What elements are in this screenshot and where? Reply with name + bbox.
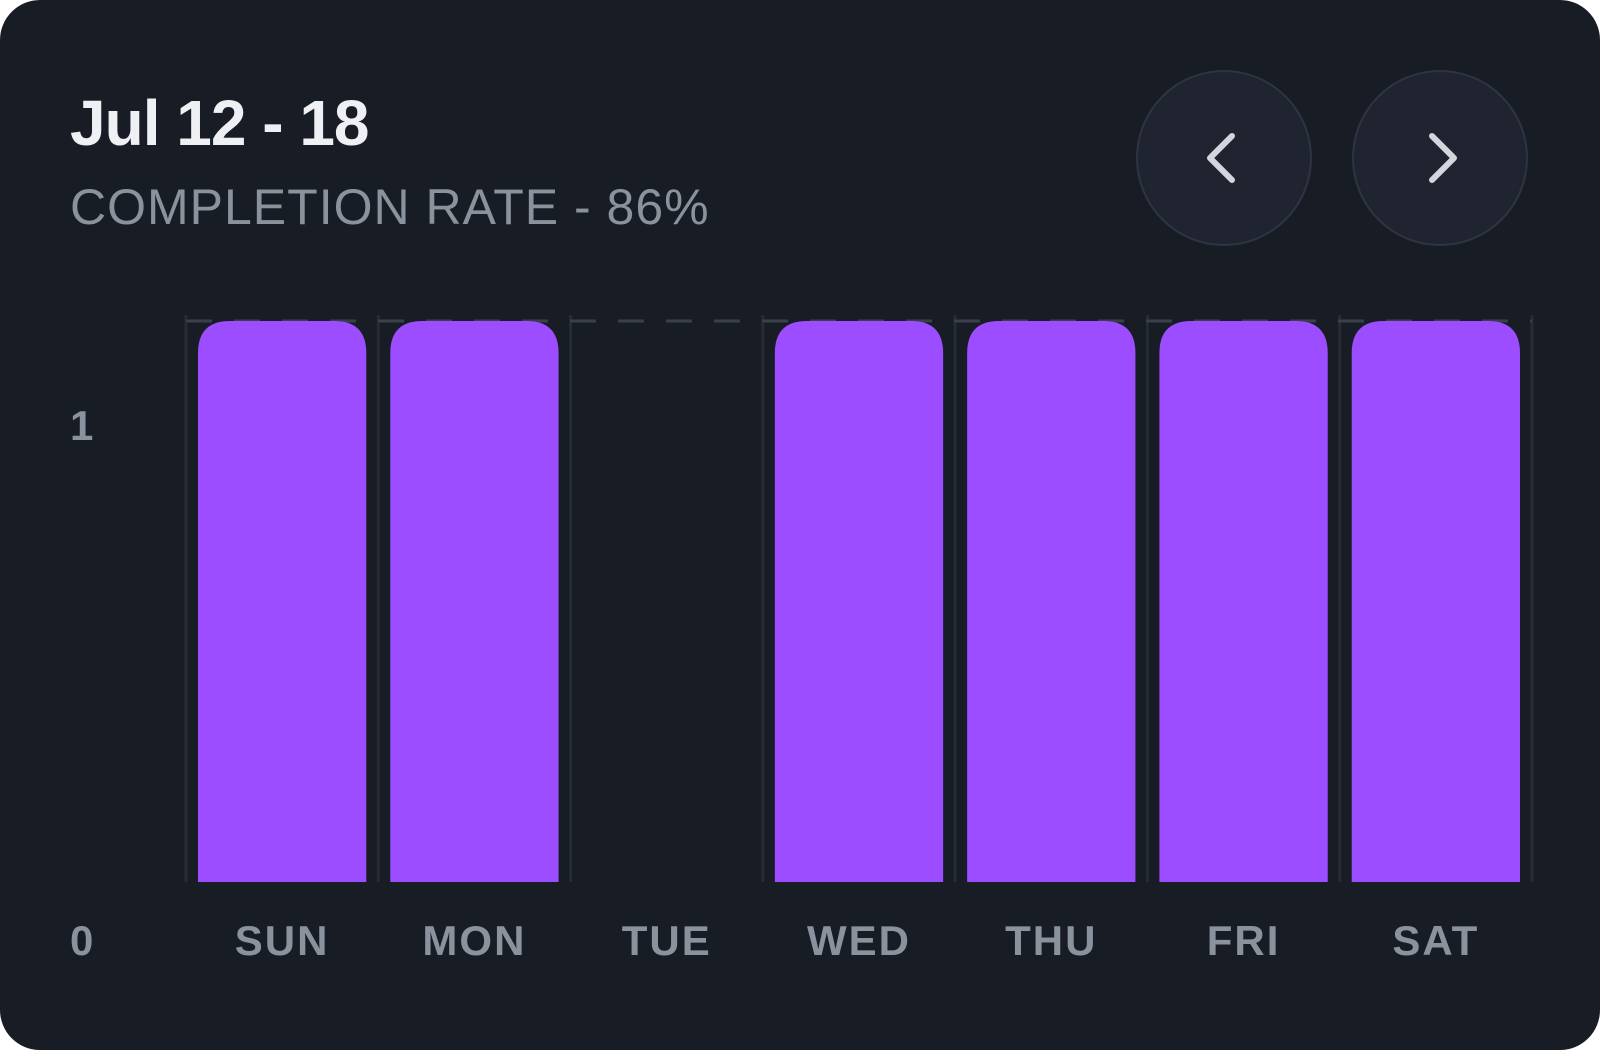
bar-fri [1159,321,1328,882]
bar-mon [390,321,559,882]
bar-sun [198,321,367,882]
date-range-title: Jul 12 - 18 [70,87,369,159]
x-tick-label-thu: THU [1005,917,1097,964]
chevron-left-icon [1207,133,1235,183]
chevron-right-icon [1429,133,1457,183]
x-tick-label-sat: SAT [1392,917,1479,964]
next-week-button[interactable] [1352,70,1528,246]
bar-wed [774,321,944,882]
bar-sat [1351,321,1520,882]
bar-thu [967,321,1136,882]
x-tick-label-mon: MON [422,917,526,964]
previous-week-button[interactable] [1136,70,1312,246]
y-tick-label: 0 [70,917,93,964]
x-tick-label-sun: SUN [235,917,330,964]
x-tick-label-fri: FRI [1207,917,1281,964]
completion-rate-label: COMPLETION RATE - 86% [70,179,710,235]
x-tick-label-wed: WED [807,917,911,964]
y-tick-label: 1 [70,402,93,449]
x-tick-label-tue: TUE [622,917,712,964]
